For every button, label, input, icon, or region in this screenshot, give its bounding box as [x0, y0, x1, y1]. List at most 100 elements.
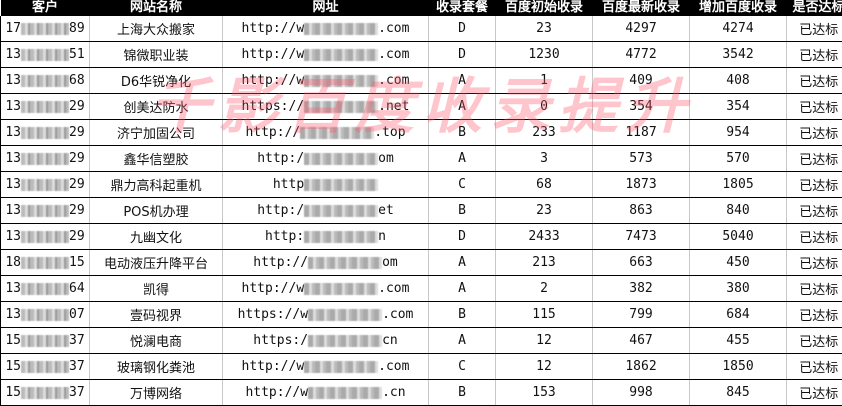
increase-index-cell: 845 — [690, 380, 787, 406]
url-prefix: http:// — [245, 125, 300, 140]
redacted-blur — [21, 153, 69, 165]
url-suffix: .net — [378, 99, 409, 114]
customer-prefix: 13 — [5, 177, 21, 192]
url-prefix: http:/ — [257, 151, 304, 166]
url-prefix: http://w — [242, 359, 305, 374]
url-cell: http://w.com — [223, 276, 429, 302]
redacted-blur — [304, 361, 378, 373]
header-row: 客户网站名称网址收录套餐百度初始收录百度最新收录增加百度收录是否达标 — [1, 0, 842, 16]
plan-cell: B — [429, 302, 496, 328]
site-name-cell: 济宁加固公司 — [90, 120, 223, 146]
initial-index-cell: 115 — [496, 302, 593, 328]
initial-index-cell: 12 — [496, 354, 593, 380]
site-name-cell: 悦澜电商 — [90, 328, 223, 354]
url-suffix: .com — [378, 21, 409, 36]
site-name-cell: 万博网络 — [90, 380, 223, 406]
latest-index-cell: 998 — [593, 380, 690, 406]
url-cell: http — [223, 172, 429, 198]
url-prefix: https:// — [242, 99, 305, 114]
latest-index-cell: 467 — [593, 328, 690, 354]
column-header-url: 网址 — [223, 0, 429, 16]
site-name-cell: POS机办理 — [90, 198, 223, 224]
initial-index-cell: 153 — [496, 380, 593, 406]
redacted-blur — [304, 75, 378, 87]
increase-index-cell: 5040 — [690, 224, 787, 250]
redacted-blur — [304, 179, 378, 191]
customer-prefix: 13 — [5, 125, 21, 140]
customer-prefix: 18 — [5, 255, 21, 270]
url-cell: http:/et — [223, 198, 429, 224]
status-cell: 已达标 — [787, 146, 842, 172]
plan-cell: D — [429, 42, 496, 68]
redacted-blur — [304, 231, 378, 243]
latest-index-cell: 409 — [593, 68, 690, 94]
redacted-blur — [21, 179, 69, 191]
site-name-cell: 玻璃钢化粪池 — [90, 354, 223, 380]
url-prefix: https://w — [238, 307, 308, 322]
redacted-blur — [21, 101, 69, 113]
customer-suffix: 29 — [69, 125, 85, 140]
latest-index-cell: 382 — [593, 276, 690, 302]
url-cell: http://.top — [223, 120, 429, 146]
redacted-blur — [304, 283, 378, 295]
column-header-customer: 客户 — [1, 0, 90, 16]
redacted-blur — [304, 23, 378, 35]
status-cell: 已达标 — [787, 94, 842, 120]
increase-index-cell: 1805 — [690, 172, 787, 198]
latest-index-cell: 1862 — [593, 354, 690, 380]
plan-cell: A — [429, 276, 496, 302]
increase-index-cell: 684 — [690, 302, 787, 328]
customer-prefix: 17 — [5, 21, 21, 36]
latest-index-cell: 799 — [593, 302, 690, 328]
redacted-blur — [21, 335, 69, 347]
url-cell: https://w .com — [223, 302, 429, 328]
redacted-blur — [21, 75, 69, 87]
increase-index-cell: 570 — [690, 146, 787, 172]
url-cell: https:// .net — [223, 94, 429, 120]
url-cell: http:/ om — [223, 146, 429, 172]
initial-index-cell: 1 — [496, 68, 593, 94]
site-name-cell: 凯得 — [90, 276, 223, 302]
customer-suffix: 37 — [69, 385, 85, 400]
customer-prefix: 13 — [5, 307, 21, 322]
url-cell: http://w.cn — [223, 380, 429, 406]
url-suffix: .com — [382, 307, 413, 322]
url-suffix: om — [378, 151, 394, 166]
plan-cell: B — [429, 198, 496, 224]
redacted-blur — [308, 335, 382, 347]
customer-suffix: 64 — [69, 281, 85, 296]
customer-suffix: 68 — [69, 73, 85, 88]
customer-suffix: 37 — [69, 333, 85, 348]
customer-suffix: 51 — [69, 47, 85, 62]
latest-index-cell: 863 — [593, 198, 690, 224]
latest-index-cell: 7473 — [593, 224, 690, 250]
url-cell: http://w.com — [223, 42, 429, 68]
customer-prefix: 13 — [5, 229, 21, 244]
customer-prefix: 13 — [5, 47, 21, 62]
redacted-blur — [304, 153, 378, 165]
plan-cell: A — [429, 328, 496, 354]
url-cell: http://om — [223, 250, 429, 276]
redacted-blur — [21, 387, 69, 399]
url-suffix: .com — [378, 281, 409, 296]
latest-index-cell: 1187 — [593, 120, 690, 146]
customer-prefix: 13 — [5, 203, 21, 218]
redacted-blur — [21, 49, 69, 61]
increase-index-cell: 954 — [690, 120, 787, 146]
customer-suffix: 89 — [69, 21, 85, 36]
increase-index-cell: 450 — [690, 250, 787, 276]
redacted-blur — [21, 283, 69, 295]
